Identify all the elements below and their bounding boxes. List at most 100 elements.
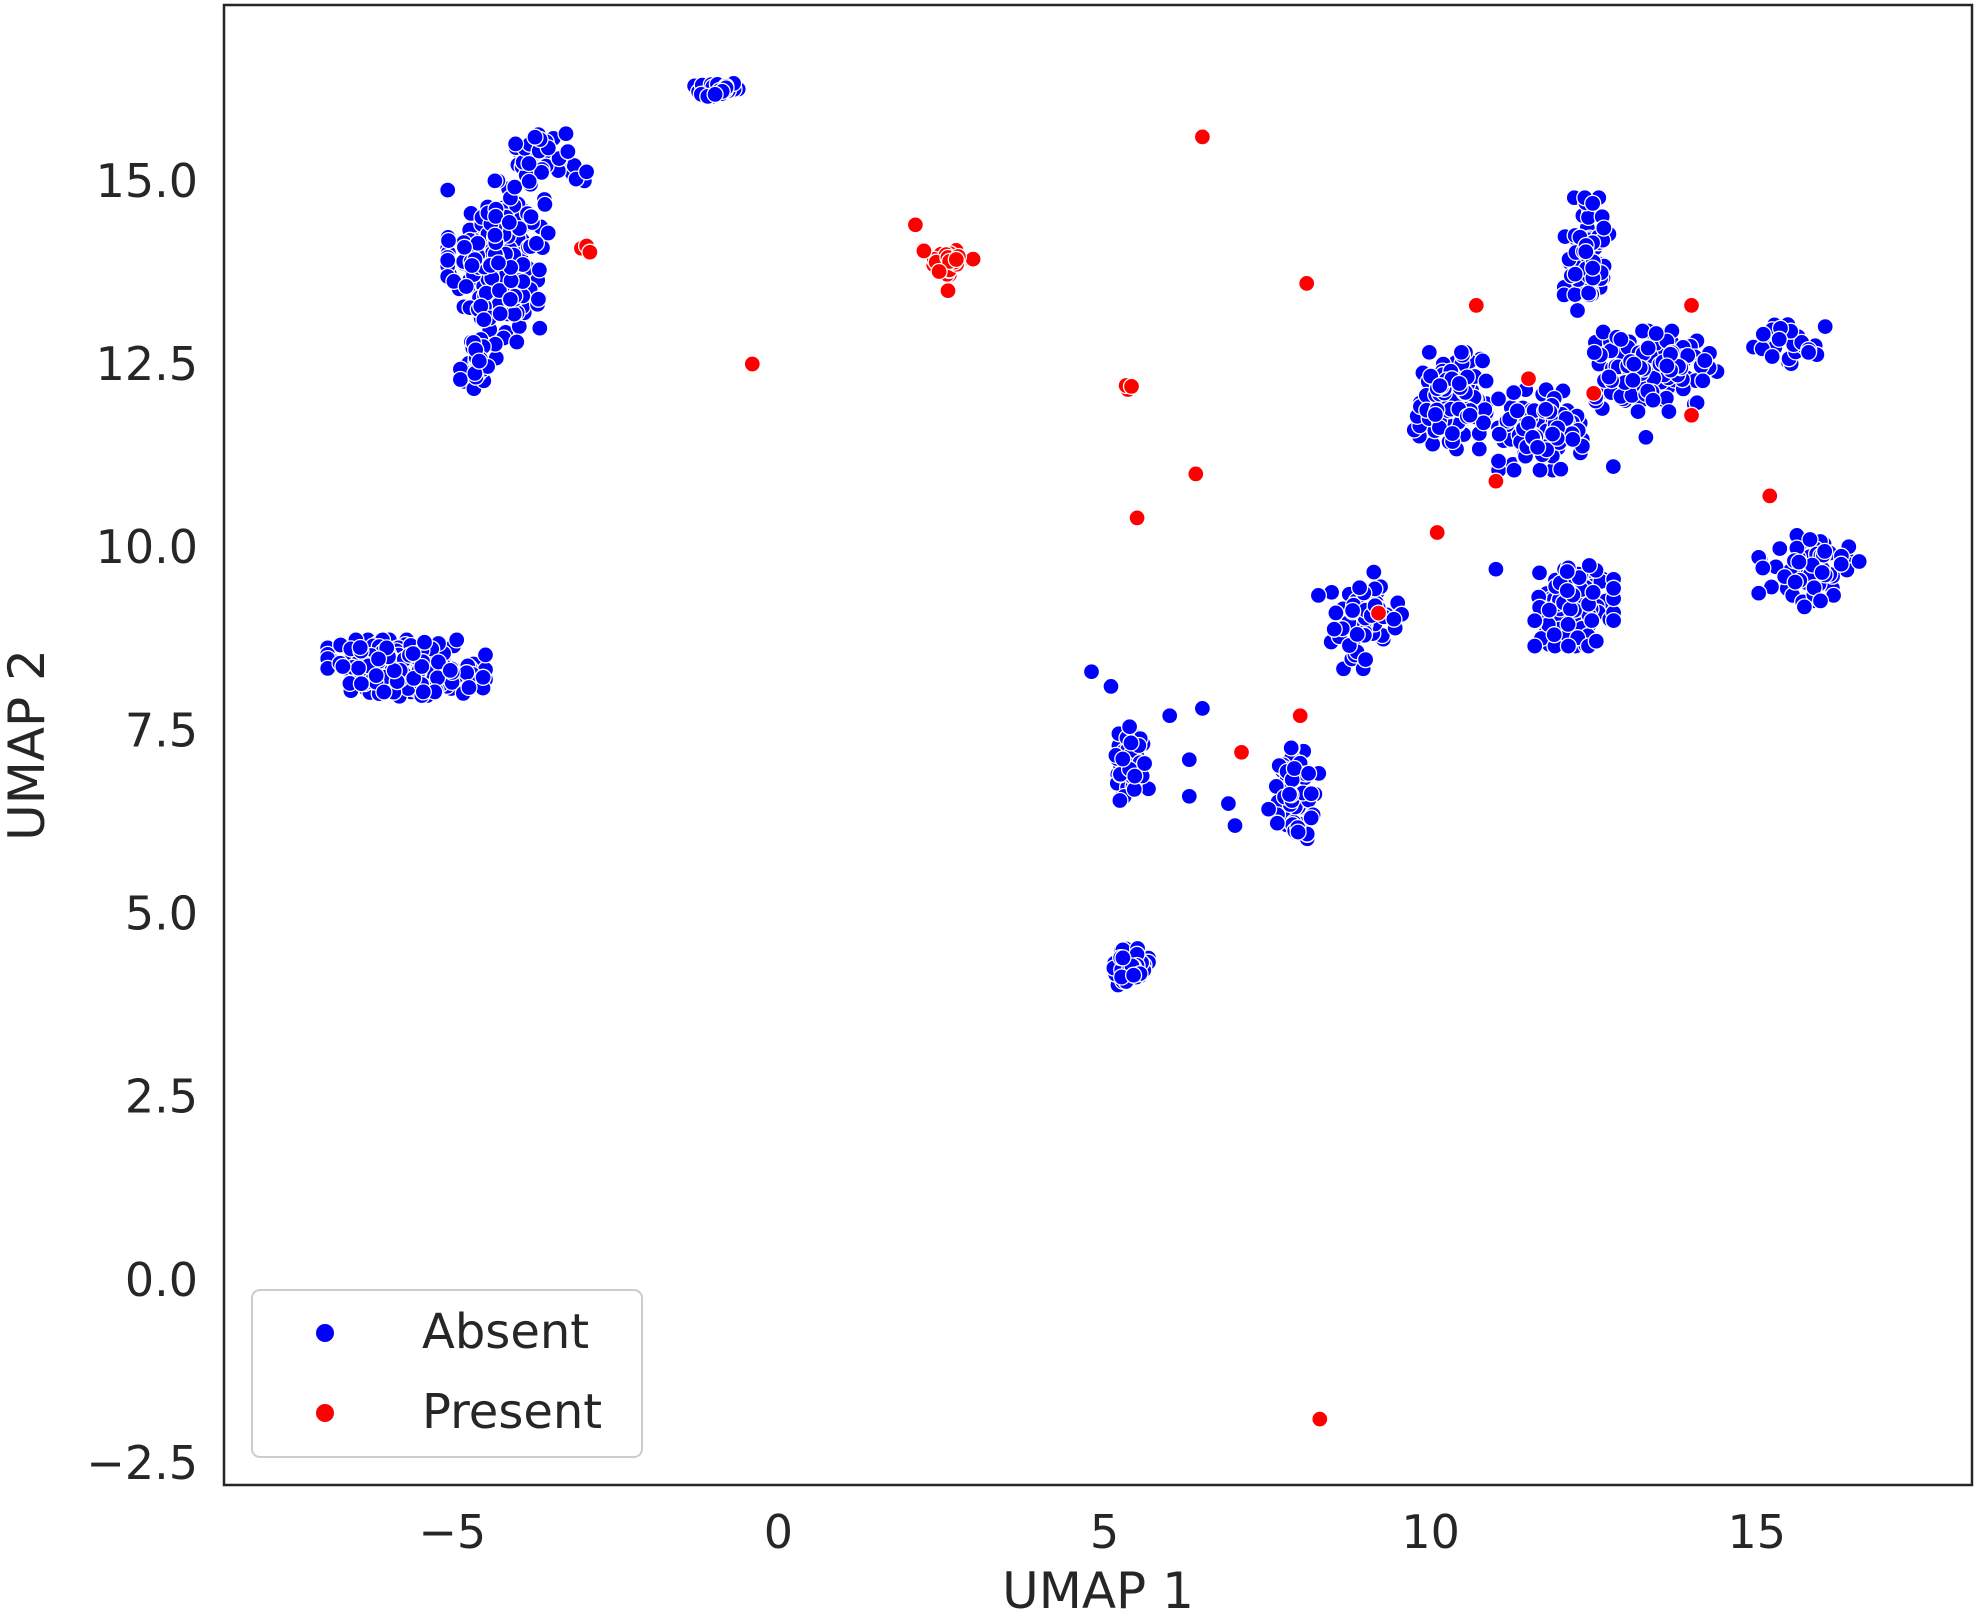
data-point-absent bbox=[1473, 352, 1492, 370]
data-point-absent bbox=[415, 633, 434, 651]
data-point-absent bbox=[351, 638, 369, 657]
data-point-absent bbox=[522, 208, 540, 226]
data-point-absent bbox=[1771, 539, 1789, 558]
data-point-absent bbox=[532, 163, 551, 182]
scatter-points bbox=[319, 74, 1868, 1428]
data-point-absent bbox=[1585, 343, 1603, 362]
data-point-absent bbox=[1489, 452, 1508, 470]
data-point-absent bbox=[1431, 377, 1449, 395]
data-point-absent bbox=[1545, 626, 1563, 644]
data-point-absent bbox=[1813, 563, 1831, 582]
data-point-absent bbox=[1526, 637, 1544, 655]
data-point-present bbox=[1232, 743, 1251, 761]
data-point-absent bbox=[1566, 265, 1584, 283]
data-point-absent bbox=[1461, 406, 1479, 424]
data-point-absent bbox=[489, 254, 508, 272]
y-tick-label: 7.5 bbox=[125, 703, 198, 757]
data-point-absent bbox=[1325, 620, 1343, 638]
y-tick-label: 0.0 bbox=[125, 1253, 198, 1307]
data-point-present bbox=[1369, 604, 1388, 622]
x-tick-label: 0 bbox=[764, 1505, 793, 1559]
data-point-present bbox=[1193, 128, 1212, 146]
data-point-present bbox=[1187, 465, 1205, 483]
data-point-absent bbox=[1559, 637, 1578, 655]
data-point-present bbox=[1291, 707, 1309, 725]
data-point-absent bbox=[460, 678, 478, 697]
data-point-absent bbox=[1489, 390, 1508, 408]
data-point-absent bbox=[1124, 966, 1143, 984]
legend-box bbox=[251, 1289, 643, 1458]
data-point-absent bbox=[491, 305, 509, 323]
data-point-absent bbox=[520, 172, 538, 191]
data-point-present bbox=[1519, 370, 1538, 388]
data-point-absent bbox=[1477, 372, 1495, 390]
data-point-absent bbox=[1595, 219, 1613, 237]
data-point-absent bbox=[1302, 785, 1320, 803]
data-point-absent bbox=[1625, 355, 1643, 373]
data-point-absent bbox=[1624, 371, 1642, 389]
data-point-absent bbox=[448, 631, 466, 649]
data-point-absent bbox=[1658, 357, 1676, 375]
data-point-absent bbox=[1790, 553, 1808, 571]
data-point-absent bbox=[352, 675, 371, 693]
data-point-absent bbox=[1558, 581, 1576, 600]
data-point-present bbox=[1467, 296, 1485, 315]
data-point-absent bbox=[508, 333, 526, 351]
data-point-absent bbox=[1564, 430, 1582, 449]
data-point-absent bbox=[476, 646, 495, 664]
data-point-absent bbox=[439, 251, 457, 269]
data-point-absent bbox=[1082, 663, 1101, 681]
data-point-absent bbox=[1770, 330, 1788, 348]
data-point-absent bbox=[1102, 677, 1120, 696]
data-point-absent bbox=[506, 135, 525, 153]
data-point-present bbox=[1428, 523, 1446, 542]
data-point-present bbox=[1311, 1410, 1329, 1428]
data-point-present bbox=[906, 216, 925, 234]
data-point-absent bbox=[1694, 372, 1712, 390]
data-point-absent bbox=[1219, 794, 1238, 813]
data-point-absent bbox=[1543, 425, 1562, 443]
data-point-present bbox=[1298, 274, 1316, 293]
data-point-absent bbox=[405, 669, 423, 688]
data-point-absent bbox=[1531, 461, 1549, 479]
data-point-present bbox=[1761, 487, 1779, 505]
data-point-absent bbox=[439, 181, 457, 199]
data-point-absent bbox=[531, 319, 549, 337]
data-point-absent bbox=[1490, 425, 1508, 443]
data-point-absent bbox=[1696, 351, 1714, 370]
data-point-absent bbox=[369, 650, 388, 668]
y-tick-label: 15.0 bbox=[96, 154, 198, 208]
data-point-absent bbox=[1816, 542, 1834, 561]
data-point-absent bbox=[429, 653, 448, 671]
data-point-present bbox=[1128, 509, 1146, 527]
y-tick-label: 5.0 bbox=[125, 887, 198, 941]
data-point-absent bbox=[1629, 402, 1647, 421]
data-point-present bbox=[743, 355, 761, 373]
data-point-absent bbox=[1420, 343, 1438, 361]
data-point-absent bbox=[1647, 324, 1665, 343]
data-point-absent bbox=[404, 644, 422, 663]
data-point-absent bbox=[1587, 632, 1605, 650]
data-point-absent bbox=[1114, 949, 1132, 967]
data-point-absent bbox=[577, 163, 596, 181]
y-tick-label: 12.5 bbox=[96, 337, 198, 391]
y-tick-label: 2.5 bbox=[125, 1070, 198, 1124]
data-point-absent bbox=[526, 128, 544, 146]
data-point-absent bbox=[1526, 612, 1544, 630]
data-point-present bbox=[1585, 384, 1603, 402]
data-point-absent bbox=[1365, 563, 1383, 581]
data-point-absent bbox=[1193, 699, 1212, 718]
data-point-absent bbox=[451, 370, 470, 389]
data-point-absent bbox=[1259, 800, 1278, 818]
data-point-absent bbox=[1637, 428, 1655, 446]
data-point-absent bbox=[1584, 583, 1602, 602]
data-point-absent bbox=[1180, 787, 1198, 805]
data-point-absent bbox=[1530, 564, 1549, 582]
data-point-present bbox=[964, 250, 982, 268]
data-point-absent bbox=[1114, 750, 1132, 768]
data-point-absent bbox=[463, 256, 481, 275]
data-point-absent bbox=[1584, 259, 1602, 277]
legend: Absent Present bbox=[251, 1289, 643, 1458]
data-point-present bbox=[1682, 406, 1701, 424]
